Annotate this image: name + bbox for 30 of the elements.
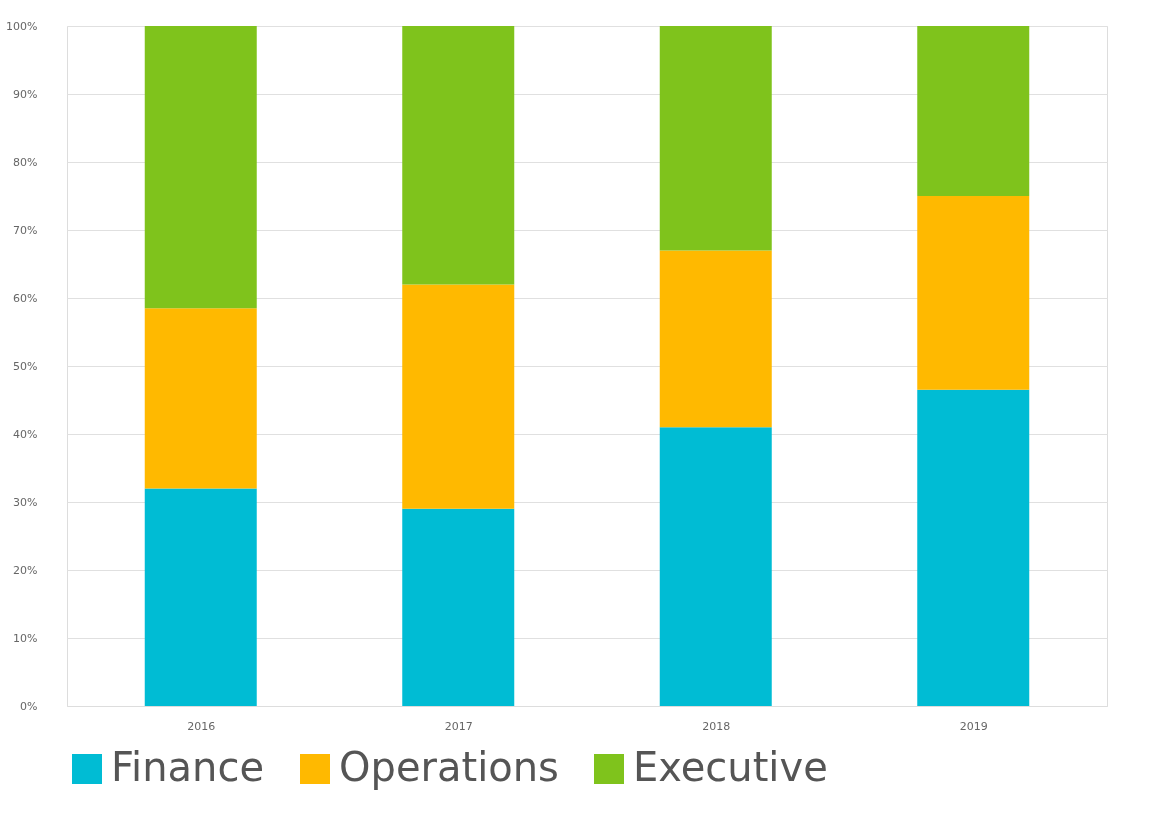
y-tick-label: 20% <box>13 563 38 577</box>
bar <box>659 250 772 428</box>
y-tick-label: 80% <box>13 155 38 169</box>
legend-label: Finance <box>111 744 265 790</box>
x-tick-label: 2016 <box>187 719 216 733</box>
y-tick-label: 10% <box>13 631 38 645</box>
y-tick-label: 0% <box>20 699 38 713</box>
y-tick-label: 50% <box>13 359 38 373</box>
y-tick-label: 40% <box>13 427 38 441</box>
legend-label: Executive <box>633 744 828 790</box>
x-tick-label: 2017 <box>444 719 473 733</box>
bar <box>917 196 1030 390</box>
y-tick-label: 70% <box>13 223 38 237</box>
bar <box>402 26 515 285</box>
bar <box>917 26 1030 196</box>
bar <box>659 26 772 251</box>
bar <box>659 427 772 706</box>
y-tick-label: 30% <box>13 495 38 509</box>
bar <box>402 284 515 509</box>
y-tick-label: 60% <box>13 291 38 305</box>
legend-label: Operations <box>339 744 559 790</box>
bar <box>917 389 1030 706</box>
bar <box>402 508 515 706</box>
y-tick-label: 100% <box>6 19 38 33</box>
y-tick-label: 90% <box>13 87 38 101</box>
x-tick-label: 2018 <box>702 719 731 733</box>
bar <box>144 488 257 706</box>
x-tick-label: 2019 <box>959 719 988 733</box>
bar <box>144 26 257 309</box>
bar <box>144 308 257 489</box>
